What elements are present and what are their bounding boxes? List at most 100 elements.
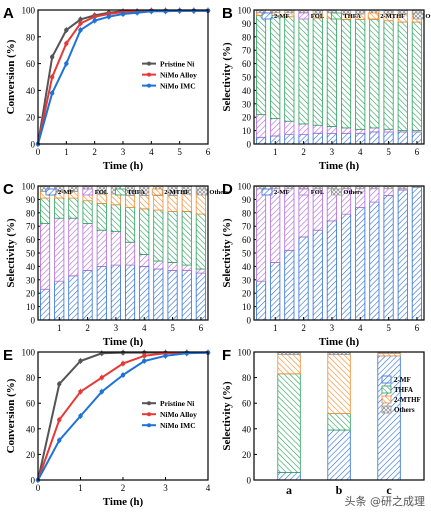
panel-b: B 0 10 20 30 40 50 60 70 80 90 100 Selectivity (%) 1 2… bbox=[221, 5, 431, 172]
data-point bbox=[177, 8, 182, 13]
bar-segment-fol bbox=[167, 261, 178, 271]
bar-segment-fol bbox=[298, 123, 309, 136]
y-tick-label: 20 bbox=[242, 113, 252, 123]
bar-segment-2-mthf bbox=[139, 194, 150, 210]
panel-a: A 0 20 40 60 80 100 Conversion (%) 0 1 2 3 4 5 6 Pristi… bbox=[3, 5, 211, 172]
x-tick-label: 3 bbox=[114, 323, 119, 333]
bar-segment-2-mf bbox=[355, 206, 366, 321]
bar-segment-fol bbox=[383, 128, 394, 133]
x-category-label: b bbox=[336, 483, 343, 497]
legend-swatch bbox=[381, 385, 392, 394]
data-point bbox=[57, 381, 62, 387]
data-point bbox=[120, 11, 126, 17]
plot-frame bbox=[253, 185, 425, 321]
x-axis-label: Time (h) bbox=[103, 336, 144, 348]
data-point bbox=[106, 14, 112, 19]
y-tick-label: 0 bbox=[31, 476, 36, 486]
data-point bbox=[191, 8, 197, 13]
legend-label: FOL bbox=[95, 189, 109, 196]
legend-label: THFA bbox=[343, 13, 361, 20]
x-tick-label: 2 bbox=[301, 323, 306, 333]
y-axis-label: Conversion (%) bbox=[5, 39, 17, 114]
bar-segment-thfa bbox=[153, 209, 164, 262]
legend-swatch bbox=[381, 395, 392, 404]
x-category-label: a bbox=[286, 483, 292, 497]
legend-label: 2-MTHF bbox=[164, 189, 189, 196]
x-tick-label: 6 bbox=[206, 147, 211, 157]
bar-segment-2-mf bbox=[110, 264, 121, 321]
data-point bbox=[99, 389, 104, 394]
bar-segment-2-mf bbox=[96, 265, 107, 321]
panel-letter: B bbox=[222, 5, 233, 22]
y-tick-label: 10 bbox=[26, 302, 36, 312]
bar-segment-2-mthf bbox=[327, 354, 351, 414]
plot-frame bbox=[253, 9, 425, 145]
panel-letter: C bbox=[3, 181, 14, 198]
y-tick-label: 90 bbox=[242, 19, 252, 29]
bar-segment-thfa bbox=[40, 197, 51, 225]
bar-segment-fol bbox=[139, 253, 150, 267]
legend-swatch bbox=[381, 375, 392, 384]
bar-segment-fol bbox=[298, 188, 309, 238]
bar-segment-2-mf bbox=[68, 275, 79, 321]
bar-segment-2-mf bbox=[167, 269, 178, 321]
legend-label: 2-MF bbox=[394, 376, 411, 384]
bar-segment-2-mthf bbox=[277, 354, 301, 375]
bar-segment-2-mf bbox=[312, 229, 323, 321]
bar-segment-thfa bbox=[411, 21, 422, 132]
data-point bbox=[120, 350, 126, 355]
legend-swatch bbox=[330, 188, 342, 196]
data-point bbox=[78, 413, 83, 419]
bar-segment-2-mthf bbox=[195, 193, 206, 215]
data-point bbox=[78, 358, 83, 364]
bar-segment-thfa bbox=[369, 18, 380, 129]
x-axis-label: Time (h) bbox=[103, 496, 144, 508]
panel-letter: A bbox=[3, 5, 14, 22]
legend-swatch bbox=[261, 12, 273, 20]
bar-segment-thfa bbox=[355, 18, 366, 130]
x-tick-label: 0 bbox=[36, 483, 41, 493]
legend-swatch bbox=[196, 188, 208, 196]
data-point bbox=[78, 17, 83, 22]
panel-e: E 0 20 40 60 80 100 Conversion (%) 0 1 2 3 4 Pristine… bbox=[3, 347, 211, 508]
plot-frame bbox=[253, 351, 425, 481]
x-tick-label: 6 bbox=[199, 323, 204, 333]
legend-marker bbox=[147, 401, 151, 406]
data-point bbox=[142, 358, 147, 364]
x-tick-label: 2 bbox=[92, 147, 97, 157]
y-tick-label: 40 bbox=[26, 86, 36, 96]
data-point bbox=[78, 27, 83, 33]
plot-frame bbox=[37, 351, 209, 481]
bar-segment-thfa bbox=[255, 14, 267, 115]
bar-segment-2-mf bbox=[277, 471, 301, 481]
bar-segment-thfa bbox=[167, 211, 178, 263]
bar-segment-2-mf bbox=[377, 355, 401, 481]
bar-segment-fol bbox=[284, 120, 295, 135]
x-axis-label: Time (h) bbox=[319, 336, 360, 348]
data-point bbox=[57, 438, 62, 443]
y-tick-label: 60 bbox=[26, 399, 36, 409]
bar-segment-thfa bbox=[110, 204, 121, 233]
legend-label: 2-MF bbox=[58, 189, 74, 196]
x-tick-label: 3 bbox=[121, 147, 126, 157]
bar-segment-thfa bbox=[397, 21, 408, 132]
x-tick-label: 3 bbox=[163, 483, 168, 493]
x-axis-label: Time (h) bbox=[103, 160, 144, 172]
bar-segment-fol bbox=[255, 114, 267, 138]
bar-segment-thfa bbox=[312, 17, 323, 126]
y-tick-label: 70 bbox=[242, 222, 252, 232]
y-tick-label: 80 bbox=[242, 32, 252, 42]
data-point bbox=[92, 18, 97, 23]
bar-segment-2-mf bbox=[397, 189, 408, 321]
bar-segment-2-mf bbox=[153, 268, 164, 321]
y-tick-label: 40 bbox=[26, 262, 36, 272]
bar-segment-fol bbox=[54, 217, 65, 282]
bar-segment-2-mthf bbox=[181, 193, 192, 212]
data-point bbox=[64, 41, 69, 46]
y-tick-label: 100 bbox=[238, 348, 252, 358]
bar-segment-2-mf bbox=[340, 132, 352, 145]
bar-segment-2-mf bbox=[82, 269, 93, 321]
y-tick-label: 10 bbox=[242, 126, 252, 136]
bar-segment-thfa bbox=[125, 206, 136, 243]
